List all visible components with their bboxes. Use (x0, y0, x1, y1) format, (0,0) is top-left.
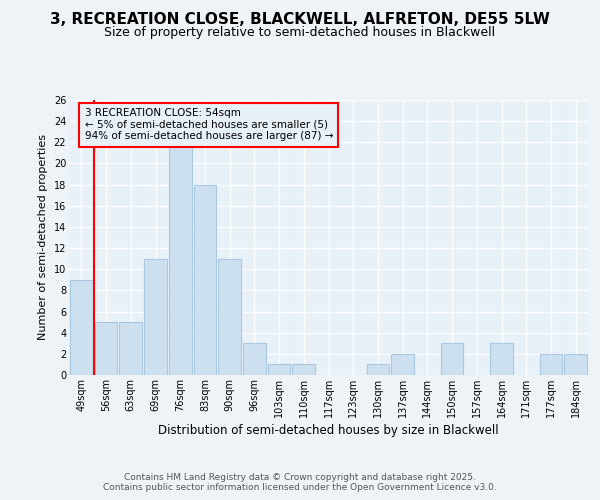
Text: 3, RECREATION CLOSE, BLACKWELL, ALFRETON, DE55 5LW: 3, RECREATION CLOSE, BLACKWELL, ALFRETON… (50, 12, 550, 28)
Bar (218, 258, 241, 375)
Text: Size of property relative to semi-detached houses in Blackwell: Size of property relative to semi-detach… (104, 26, 496, 39)
Y-axis label: Number of semi-detached properties: Number of semi-detached properties (38, 134, 48, 340)
Text: Contains HM Land Registry data © Crown copyright and database right 2025.
Contai: Contains HM Land Registry data © Crown c… (103, 473, 497, 492)
Bar (564, 354, 587, 375)
Bar (268, 364, 290, 375)
Bar (367, 364, 389, 375)
X-axis label: Distribution of semi-detached houses by size in Blackwell: Distribution of semi-detached houses by … (158, 424, 499, 437)
Bar (391, 354, 414, 375)
Bar (119, 322, 142, 375)
Bar (169, 142, 191, 375)
Bar (194, 184, 216, 375)
Bar (70, 280, 93, 375)
Bar (539, 354, 562, 375)
Bar (243, 344, 266, 375)
Text: 3 RECREATION CLOSE: 54sqm
← 5% of semi-detached houses are smaller (5)
94% of se: 3 RECREATION CLOSE: 54sqm ← 5% of semi-d… (85, 108, 333, 142)
Bar (144, 258, 167, 375)
Bar (441, 344, 463, 375)
Bar (292, 364, 315, 375)
Bar (95, 322, 118, 375)
Bar (490, 344, 513, 375)
